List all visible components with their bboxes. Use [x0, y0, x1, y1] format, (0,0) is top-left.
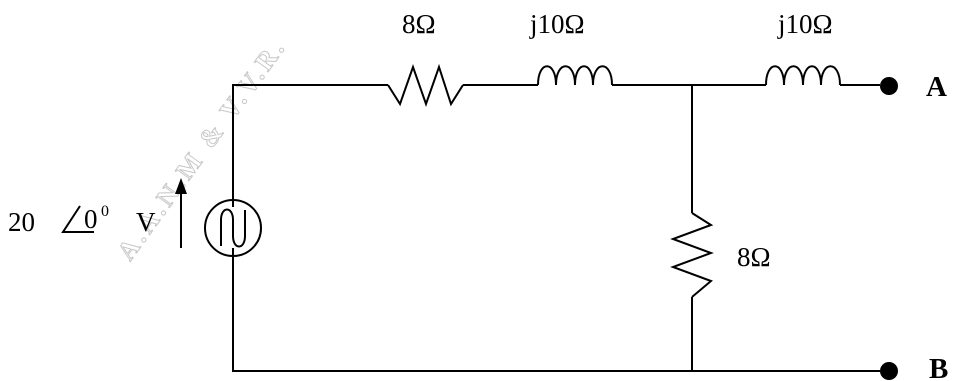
terminal-b-dot — [880, 362, 898, 380]
series-inductor-2-symbol — [765, 65, 841, 86]
shunt-resistor-symbol — [670, 212, 714, 298]
source-angle: 0 — [84, 204, 98, 234]
series-resistor-label: 8Ω — [402, 9, 436, 39]
source-unit: V — [136, 207, 156, 237]
series-inductor-1-symbol — [537, 65, 613, 86]
ac-source — [204, 199, 262, 257]
terminal-b-label: B — [929, 353, 948, 381]
wires — [232, 84, 880, 372]
source-polarity-arrow — [175, 178, 187, 248]
series-resistor-symbol — [387, 63, 464, 108]
source-degree: 0 — [101, 203, 109, 220]
shunt-resistor-label: 8Ω — [737, 242, 771, 272]
source-magnitude: 20 — [8, 207, 35, 237]
terminal-a-label: A — [926, 71, 947, 103]
series-inductor-2-label: j10Ω — [777, 9, 833, 39]
angle-symbol — [61, 205, 94, 233]
terminal-a-dot — [880, 77, 898, 95]
series-inductor-1-label: j10Ω — [529, 9, 585, 39]
